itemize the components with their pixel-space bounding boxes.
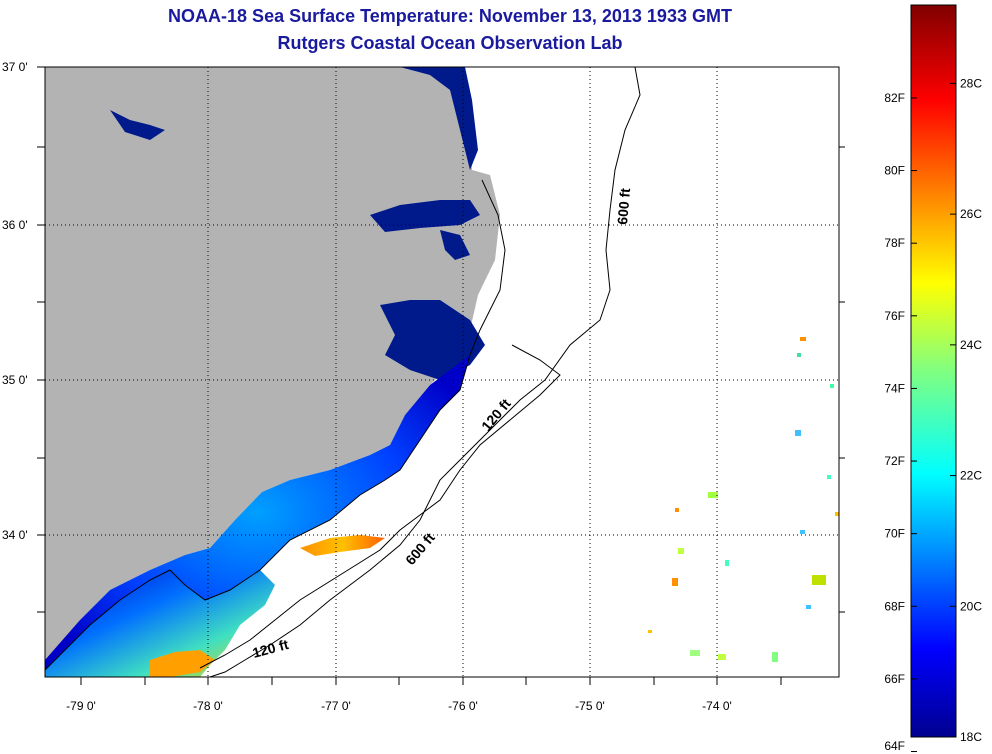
colorbar-c-label: 18C — [960, 730, 982, 744]
coastline — [45, 354, 471, 671]
colorbar-c-label: 26C — [960, 207, 982, 221]
colorbar-c-label: 24C — [960, 338, 982, 352]
sst-warm-tongue — [45, 570, 275, 677]
map-frame — [44, 66, 840, 678]
sst-coastal-band — [45, 355, 470, 670]
lon-tick-label: -78 0' — [193, 699, 223, 713]
contour-120ft — [199, 344, 561, 669]
lon-tick-label: -77 0' — [321, 699, 351, 713]
barrier-islands — [469, 179, 506, 356]
colorbar-f-label: 64F — [884, 739, 905, 753]
river-inlet-2 — [440, 230, 470, 260]
map-title: NOAA-18 Sea Surface Temperature: Novembe… — [168, 6, 732, 26]
lat-tick-label: 34 0' — [2, 528, 28, 542]
contour-600ft — [209, 67, 641, 677]
river-inlet — [110, 110, 165, 140]
colorbar-f-label: 72F — [884, 454, 905, 468]
graticule — [45, 67, 839, 677]
pamlico-sound — [380, 300, 485, 380]
colorbar-fahrenheit-scale: 82F 80F 78F 76F 74F 72F 70F 68F 66F 64F — [884, 91, 917, 753]
colorbar-f-label: 68F — [884, 599, 905, 613]
lon-tick-label: -74 0' — [702, 699, 732, 713]
lat-tick-label: 37 0' — [2, 60, 28, 74]
colorbar-f-label: 66F — [884, 672, 905, 686]
colorbar — [910, 4, 957, 738]
lat-tick-label: 35 0' — [2, 373, 28, 387]
lon-tick-label: -75 0' — [575, 699, 605, 713]
tick-marks — [37, 66, 845, 685]
colorbar-f-label: 74F — [884, 381, 905, 395]
lon-tick-label: -79 0' — [66, 699, 96, 713]
albemarle-sound — [370, 200, 480, 232]
colorbar-f-label: 76F — [884, 309, 905, 323]
colorbar-c-label: 20C — [960, 599, 982, 613]
colorbar-f-label: 70F — [884, 527, 905, 541]
offshore-sst-pixels — [648, 337, 839, 662]
colorbar-celsius-scale: 28C 26C 24C 22C 20C 18C — [950, 76, 982, 744]
sst-warm-patch-2 — [150, 650, 215, 677]
lat-tick-label: 36 0' — [2, 218, 28, 232]
contour-label-600ft-north: 600 ft — [614, 187, 633, 225]
colorbar-f-label: 82F — [884, 91, 905, 105]
lon-tick-label: -76 0' — [448, 699, 478, 713]
colorbar-f-label: 80F — [884, 164, 905, 178]
chesapeake-water — [400, 67, 478, 170]
colorbar-c-label: 28C — [960, 76, 982, 90]
map-subtitle: Rutgers Coastal Ocean Observation Lab — [277, 33, 623, 53]
sst-warm-patch — [300, 535, 385, 556]
colorbar-f-label: 78F — [884, 236, 905, 250]
colorbar-c-label: 22C — [960, 469, 982, 483]
